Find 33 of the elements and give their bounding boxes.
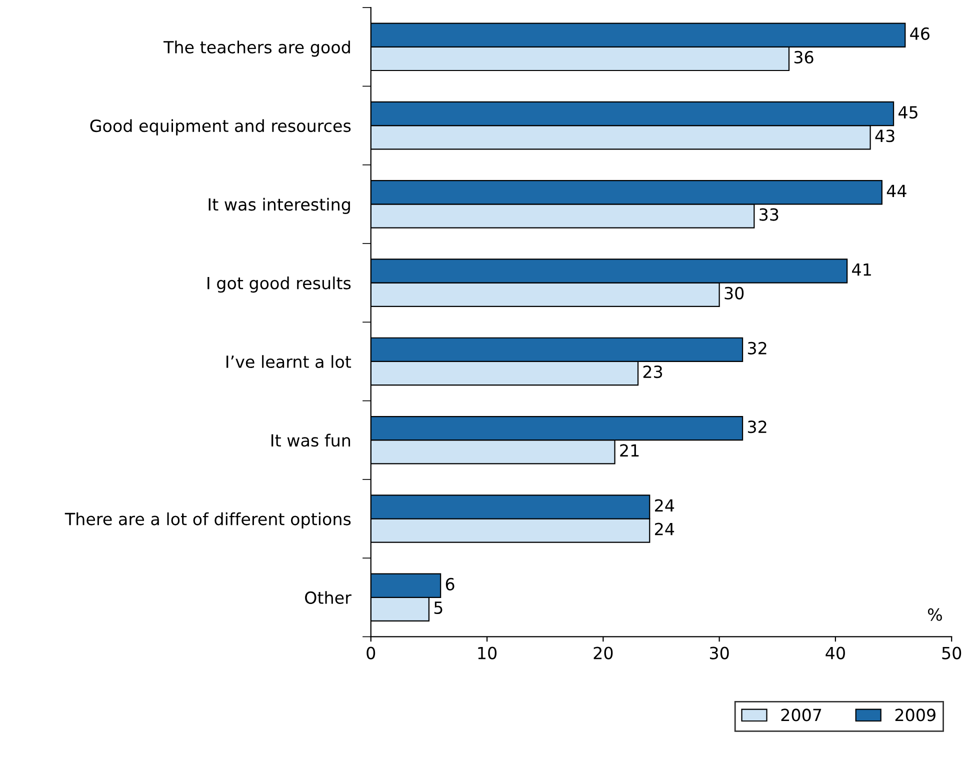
y-tick-label: Other [305, 591, 352, 604]
x-tick-label: 0 [366, 646, 376, 660]
data-label: 46 [910, 27, 930, 40]
y-tick-label: I got good results [208, 276, 351, 293]
y-tick-label: It was fun [272, 434, 350, 447]
y-tick-label: The teachers are good [163, 40, 350, 57]
data-label: 33 [760, 208, 778, 221]
y-tick-label: There are a lot of different options [64, 512, 351, 529]
y-tick-label: I’ve learnt a lot [226, 355, 352, 368]
data-label: 32 [748, 420, 766, 434]
data-label: 5 [434, 602, 442, 614]
data-label: 24 [655, 522, 674, 536]
y-tick-label: It was interesting [208, 198, 350, 214]
data-label: 43 [875, 130, 894, 142]
data-label: 45 [898, 106, 918, 119]
x-tick-label: 50 [942, 646, 962, 660]
x-tick-label: 20 [594, 646, 613, 660]
data-label: 36 [794, 50, 814, 64]
data-label: 24 [655, 499, 674, 512]
data-label: 21 [620, 444, 639, 457]
data-label: 30 [724, 286, 744, 300]
x-tick-label: 10 [478, 646, 497, 660]
legend-label: 2007 [781, 708, 822, 722]
x-tick-label: 40 [826, 646, 845, 660]
data-label: 44 [886, 184, 906, 197]
legend-label: 2009 [895, 708, 936, 722]
y-tick-label: Good equipment and resources [90, 119, 351, 136]
data-label: 41 [852, 263, 871, 276]
x-tick-label: 30 [710, 646, 729, 660]
annotation: % [928, 608, 942, 621]
data-label: 6 [446, 578, 454, 590]
data-label: 32 [748, 342, 766, 355]
data-label: 23 [643, 365, 662, 378]
